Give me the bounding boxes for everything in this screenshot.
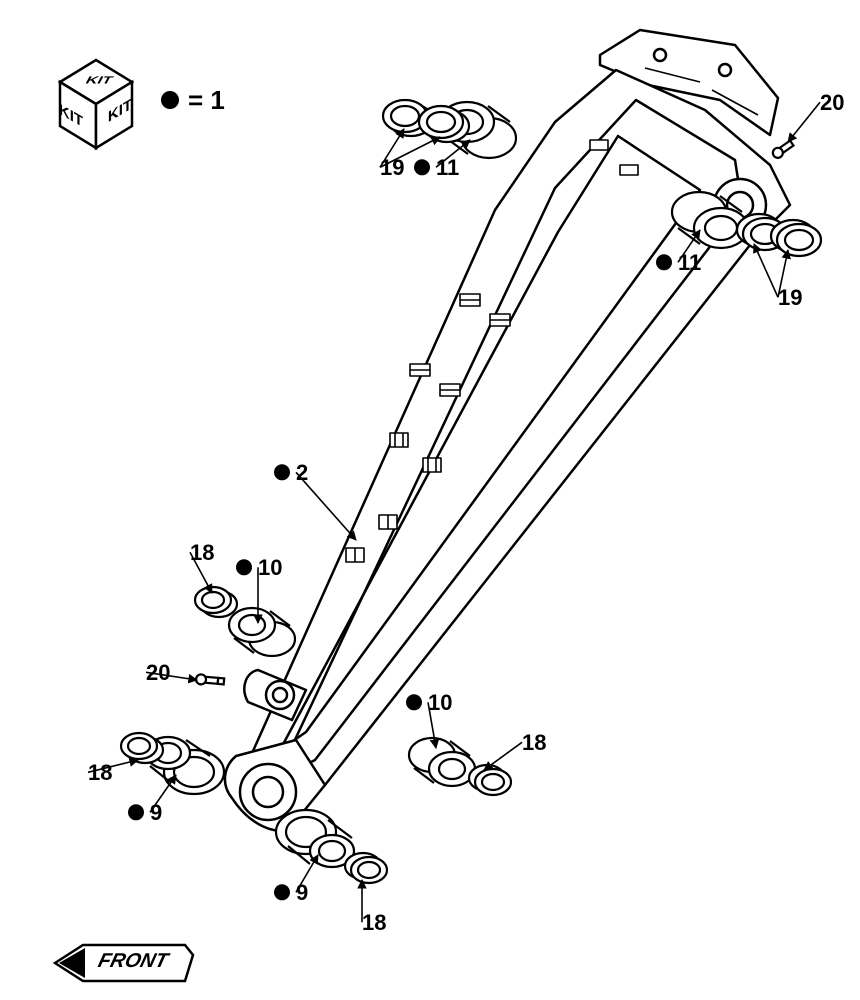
arm-outer xyxy=(232,70,790,820)
bushing-10b xyxy=(409,738,475,786)
fitting-20b xyxy=(196,674,225,686)
bushing-10a xyxy=(229,608,295,656)
callout-11b: 11 xyxy=(678,250,701,275)
kit-legend-text: = 1 xyxy=(188,85,225,115)
kit-legend: = 1 xyxy=(161,85,225,115)
callout-18c: 18 xyxy=(88,760,112,785)
kit-cube: KIT KIT KIT xyxy=(59,60,132,148)
seal-18a xyxy=(195,587,237,617)
callout-20b: 20 xyxy=(146,660,170,685)
seal-18d xyxy=(345,853,387,883)
seal-18c xyxy=(121,733,163,763)
pivot-end-inner xyxy=(253,777,283,807)
front-label: FRONT xyxy=(96,950,172,972)
seal-19b-2 xyxy=(771,220,821,256)
callout-19a: 19 xyxy=(380,155,404,180)
parts-diagram: KIT KIT KIT = 1 xyxy=(0,0,860,1000)
callout-10b: 10 xyxy=(428,690,452,715)
bushing-9b xyxy=(276,810,354,867)
seal-18b xyxy=(469,765,511,795)
callout-11a: 11 xyxy=(436,155,459,180)
front-arrow: FRONT xyxy=(55,945,193,981)
callout-9b: 9 xyxy=(296,880,308,905)
callout-10a: 10 xyxy=(258,555,282,580)
callout-18d: 18 xyxy=(362,910,386,935)
callout-18a: 18 xyxy=(190,540,214,565)
callout-9a: 9 xyxy=(150,800,162,825)
callout-2: 2 xyxy=(296,460,308,485)
callout-18b: 18 xyxy=(522,730,546,755)
callout-19b: 19 xyxy=(778,285,802,310)
callout-20a: 20 xyxy=(820,90,844,115)
fitting-20a xyxy=(771,139,795,160)
